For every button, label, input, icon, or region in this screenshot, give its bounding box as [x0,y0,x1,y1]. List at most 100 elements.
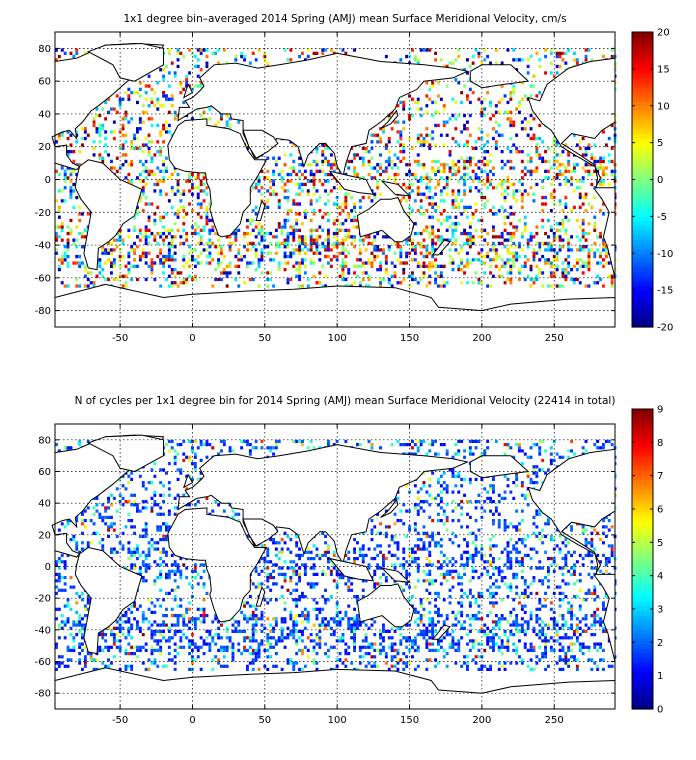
bin-cell [315,238,319,242]
bin-cell [523,261,527,265]
bin-cell [162,493,165,497]
bin-cell [367,235,371,239]
bin-cell [610,169,614,173]
bin-cell [387,113,391,118]
bin-cell [92,667,96,671]
bin-cell [442,186,446,190]
bin-cell [266,156,270,160]
bin-cell [133,133,136,137]
bin-cell [170,133,174,137]
bin-cell [390,110,394,114]
bin-cell [402,100,406,105]
bin-cell [280,228,284,232]
bin-cell [506,186,510,190]
bin-cell [387,159,391,164]
bin-cell [165,572,168,576]
bin-cell [260,192,264,196]
bin-cell [520,97,524,101]
bin-cell [578,192,582,196]
bin-cell [463,205,466,209]
bin-cell [460,268,464,272]
bin-cell [136,544,139,548]
bin-cell [520,264,524,268]
bin-cell [419,199,423,203]
bin-cell [162,254,165,259]
bin-cell [610,48,614,52]
bin-cell [509,120,513,124]
bin-cell [185,84,189,88]
bin-cell [393,274,397,278]
velocity-panel: 1x1 degree bin–averaged 2014 Spring (AMJ… [35,13,674,344]
bin-cell [127,251,131,255]
bin-cell [451,172,455,177]
bin-cell [156,623,160,627]
bin-cell [159,179,163,183]
bin-cell [115,550,119,554]
bin-cell [205,261,209,265]
bin-cell [463,84,466,88]
bin-cell [57,189,61,193]
bin-cell [324,245,327,249]
bin-cell [196,84,200,88]
bin-cell [95,667,99,671]
bin-cell [124,133,128,137]
bin-cell [98,113,102,118]
bin-cell [110,107,113,111]
bin-cell [92,522,96,526]
bin-cell [405,54,409,59]
bin-cell [370,146,374,150]
bin-cell [248,231,252,236]
bin-cell [298,192,301,196]
bin-cell [327,212,330,216]
bin-cell [544,258,547,262]
bin-cell [509,271,513,275]
bin-cell [390,127,394,131]
bin-cell [60,238,64,242]
bin-cell [176,585,180,589]
bin-cell [83,235,87,239]
bin-cell [361,146,365,150]
bin-cell [101,251,105,255]
bin-cell [141,534,145,538]
bin-cell [66,620,70,624]
bin-cell [138,87,142,91]
bin-cell [165,127,168,131]
bin-cell [159,215,163,219]
bin-cell [286,254,290,259]
bin-cell [535,264,539,268]
bin-cell [185,277,189,282]
bin-cell [257,261,261,265]
bin-cell [243,245,246,249]
bin-cell [341,222,345,226]
bin-cell [419,163,423,167]
bin-cell [193,176,197,180]
bin-cell [425,186,429,190]
bin-cell [167,245,171,249]
bin-cell [260,186,264,190]
bin-cell [309,248,313,252]
bin-cell [494,235,498,239]
bin-cell [162,127,165,131]
bin-cell [587,268,591,272]
bin-cell [367,172,371,177]
bin-cell [110,515,113,519]
bin-cell [138,553,142,557]
bin-cell [431,113,435,118]
bin-cell [86,506,90,510]
bin-cell [153,560,157,564]
bin-cell [283,222,287,226]
bin-cell [604,254,608,259]
bin-cell [434,143,437,147]
bin-cell [587,48,591,52]
bin-cell [523,225,527,229]
bin-cell [468,245,472,249]
madagascar-landmass [255,199,266,221]
bin-cell [202,585,206,589]
bin-cell [538,245,542,249]
bin-cell [292,238,296,242]
bin-cell [610,172,614,177]
bin-cell [107,241,110,246]
bin-cell [538,268,542,272]
bin-cell [83,509,87,513]
bin-cell [60,225,64,229]
